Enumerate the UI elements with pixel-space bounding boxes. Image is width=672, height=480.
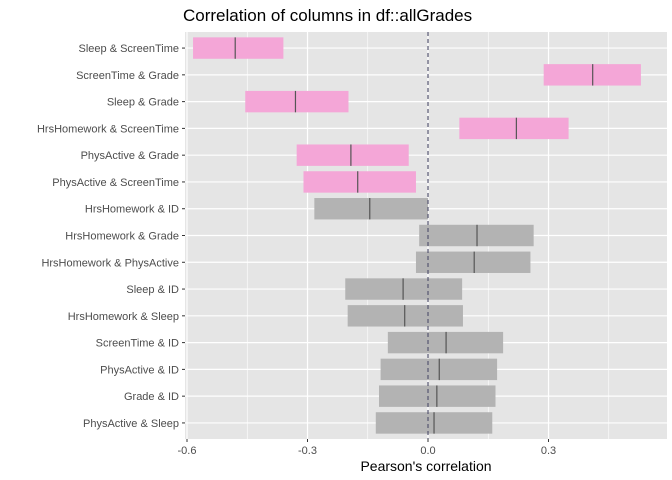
y-tick-label: HrsHomework & Sleep: [68, 311, 179, 323]
y-tick-label: Grade & ID: [124, 391, 179, 403]
interval-bar: [415, 251, 531, 273]
x-tick-label: -0.3: [298, 445, 317, 457]
y-tick-label: HrsHomework & PhysActive: [41, 257, 179, 269]
interval-bar: [387, 331, 504, 354]
x-tick-label: -0.6: [178, 445, 197, 457]
x-axis-title: Pearson's correlation: [360, 458, 491, 474]
interval-bar: [296, 144, 409, 166]
y-tick-label: Sleep & Grade: [107, 97, 179, 109]
y-tick-label: Sleep & ScreenTime: [79, 43, 179, 55]
y-tick-label: PhysActive & ScreenTime: [52, 177, 179, 189]
x-tick-label: 0.0: [420, 445, 435, 457]
interval-bar: [419, 224, 534, 247]
interval-bar: [459, 117, 569, 140]
y-tick-label: PhysActive & Sleep: [83, 418, 179, 430]
y-tick-label: HrsHomework & ScreenTime: [37, 123, 179, 135]
interval-bar: [347, 305, 463, 327]
interval-bar: [303, 171, 416, 193]
y-tick-label: HrsHomework & Grade: [65, 231, 179, 243]
y-tick-label: HrsHomework & ID: [85, 204, 179, 216]
y-tick-label: PhysActive & ID: [100, 364, 179, 376]
y-tick-label: ScreenTime & Grade: [76, 70, 179, 82]
interval-bars: [193, 37, 641, 434]
x-axis: -0.6 -0.3 0.0 0.3: [178, 439, 556, 457]
interval-bar: [345, 278, 463, 300]
interval-bar: [245, 90, 349, 113]
chart-title: Correlation of columns in df::allGrades: [183, 6, 472, 25]
interval-bar: [193, 37, 284, 59]
y-tick-label: ScreenTime & ID: [96, 338, 179, 350]
estimate-markers: [234, 37, 594, 434]
y-tick-label: Sleep & ID: [126, 284, 179, 296]
x-tick-label: 0.3: [541, 445, 556, 457]
y-tick-label: PhysActive & Grade: [81, 150, 179, 162]
interval-bar: [314, 198, 429, 220]
y-axis: Sleep & ScreenTime ScreenTime & Grade Slee…: [37, 43, 185, 430]
